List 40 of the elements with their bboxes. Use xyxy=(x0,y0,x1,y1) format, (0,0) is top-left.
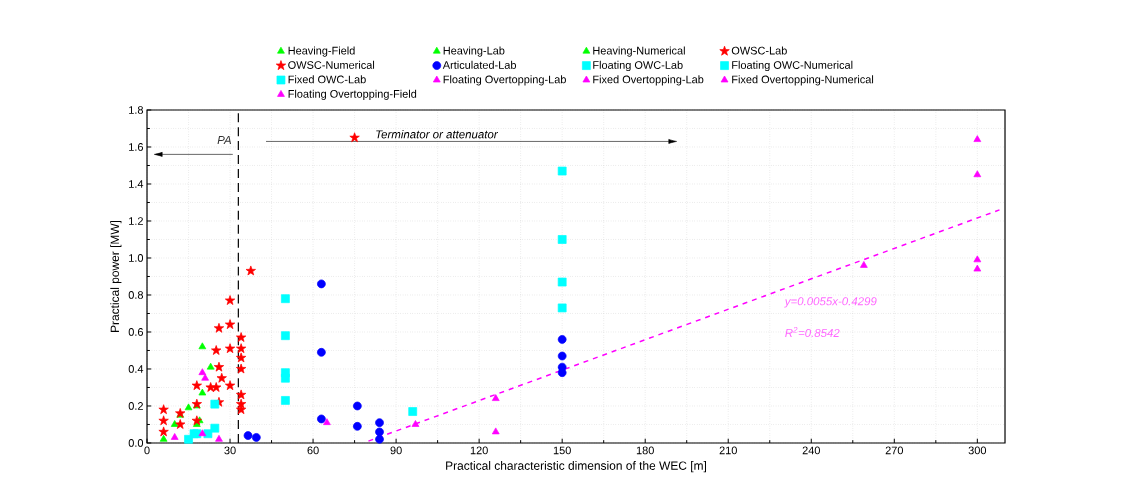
x-tick-label: 30 xyxy=(224,446,236,455)
x-tick-label: 150 xyxy=(553,446,571,455)
legend-label: Fixed Overtopping-Numerical xyxy=(732,75,874,86)
legend-label: Heaving-Lab xyxy=(443,46,505,57)
legend-label: Floating Overtopping-Lab xyxy=(443,75,566,86)
y-tick-label: 0.8 xyxy=(128,291,144,299)
annotation: y=0.0055x-0.4299 xyxy=(784,297,877,308)
legend-label: Floating OWC-Numerical xyxy=(732,60,853,72)
legend-label: Heaving-Numerical xyxy=(593,46,685,57)
y-tick-label: 1.2 xyxy=(129,217,143,225)
y-tick-label: 0.6 xyxy=(128,328,144,336)
x-tick-label: 90 xyxy=(390,446,402,455)
y-tick-label: 0.0 xyxy=(128,439,144,447)
y-axis-title: Practical power [MW] xyxy=(110,220,122,332)
x-tick-label: 120 xyxy=(470,446,488,455)
y-tick-label: 1.0 xyxy=(129,254,144,262)
y-tick-label: 1.4 xyxy=(129,180,144,188)
legend-label: Fixed Overtopping-Lab xyxy=(593,75,704,86)
legend-label: OWSC-Numerical xyxy=(288,60,375,69)
y-tick-label: 1.6 xyxy=(129,143,144,151)
legend-label: Fixed OWC-Lab xyxy=(288,75,366,84)
y-tick-label: 0.4 xyxy=(128,365,144,373)
x-axis-title: Practical characteristic dimension of the WEC [m] xyxy=(446,461,706,473)
x-tick-label: 240 xyxy=(802,446,820,455)
x-tick-label: 270 xyxy=(885,446,903,455)
legend-label: Heaving-Field xyxy=(288,46,355,57)
y-tick-label: 1.8 xyxy=(129,106,144,114)
legend-label: Floating Overtopping-Field xyxy=(288,89,417,100)
annotation: Terminator or attenuator xyxy=(376,129,499,139)
y-tick-label: 0.2 xyxy=(128,402,143,410)
legend-label: OWSC-Lab xyxy=(731,46,787,55)
legend-label: Articulated-Lab xyxy=(442,60,517,69)
legend-label: Floating OWC-Lab xyxy=(593,60,683,72)
annotation: PA xyxy=(217,136,232,144)
x-tick-label: 300 xyxy=(968,446,987,455)
x-tick-label: 0 xyxy=(144,446,150,455)
x-tick-label: 180 xyxy=(636,446,654,455)
annotation: R$^{2}$=0.8542 xyxy=(785,326,840,338)
x-tick-label: 60 xyxy=(307,446,319,455)
x-tick-label: 210 xyxy=(719,446,737,455)
